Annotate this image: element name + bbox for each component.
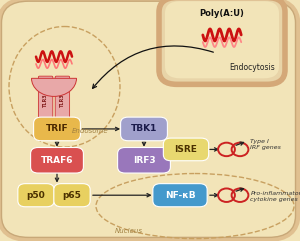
Text: p65: p65 [63, 191, 81, 200]
FancyBboxPatch shape [159, 0, 285, 84]
Text: NF-κB: NF-κB [165, 191, 195, 200]
FancyBboxPatch shape [165, 1, 279, 78]
FancyBboxPatch shape [55, 76, 70, 125]
Text: TRAF6: TRAF6 [41, 156, 73, 165]
FancyBboxPatch shape [163, 138, 209, 161]
FancyBboxPatch shape [118, 147, 170, 173]
Text: Poly(A:U): Poly(A:U) [200, 9, 244, 18]
Text: TLR3: TLR3 [43, 93, 48, 107]
Wedge shape [32, 78, 76, 96]
Text: Pro-inflammatory
cytokine genes: Pro-inflammatory cytokine genes [250, 191, 300, 202]
Text: IRF3: IRF3 [133, 156, 155, 165]
FancyBboxPatch shape [34, 117, 80, 141]
Text: Endosome: Endosome [72, 128, 108, 134]
Text: Nucleus: Nucleus [115, 228, 143, 234]
Text: Endocytosis: Endocytosis [229, 63, 275, 72]
Text: TBK1: TBK1 [131, 124, 157, 134]
Text: p50: p50 [27, 191, 45, 200]
FancyBboxPatch shape [18, 184, 54, 207]
Text: TRIF: TRIF [46, 124, 68, 134]
FancyBboxPatch shape [31, 147, 83, 173]
FancyBboxPatch shape [38, 76, 53, 125]
Text: Type I
IRF genes: Type I IRF genes [250, 139, 281, 150]
Text: ISRE: ISRE [175, 145, 197, 154]
FancyBboxPatch shape [121, 117, 167, 141]
FancyBboxPatch shape [153, 184, 207, 207]
Text: TLR3: TLR3 [60, 93, 65, 107]
FancyBboxPatch shape [2, 1, 296, 237]
FancyBboxPatch shape [54, 184, 90, 207]
